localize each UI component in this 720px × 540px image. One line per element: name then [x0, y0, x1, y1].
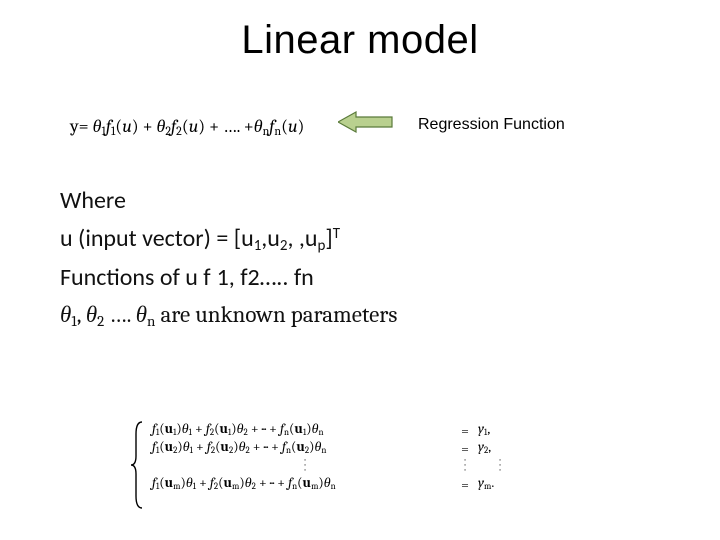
func-prefix: Functions of u f — [60, 263, 211, 292]
f2-sub: 2 — [176, 124, 182, 138]
body-text: Where u (input vector) = [u1,u2, ,up]T F… — [60, 182, 397, 334]
tail1: , — [487, 420, 490, 437]
tail2: , — [488, 438, 491, 455]
eqm: = — [452, 476, 478, 494]
regression-function-label: Regression Function — [418, 116, 565, 134]
sf1: 1 — [156, 428, 159, 438]
theta-line: θ1, θ2 …. θn are unknown parameters — [60, 297, 397, 334]
fn-sub: n — [274, 124, 281, 138]
d1: + ··· + — [248, 420, 280, 437]
left-brace-icon — [130, 420, 146, 510]
vdots-icon: ··· — [302, 457, 308, 472]
main-equation: y= θ1f1(u) + θ2f2(u) + …. +θnfn(u) — [70, 116, 304, 138]
su1c: 1 — [303, 428, 306, 438]
sf1b: 1 — [156, 446, 159, 456]
system-row-2: f1(u2)θ1 + f2(u2)θ2 + ··· + fn(u2)θn = y… — [152, 440, 522, 458]
eq-ellipsis: …. — [219, 116, 240, 137]
sumc: m — [311, 482, 318, 492]
u-prefix: u (input vector) = [u — [60, 224, 254, 253]
vdots-icon: ··· — [497, 457, 503, 472]
slide-title: Linear model — [0, 18, 720, 63]
sfnb: n — [286, 446, 291, 456]
mid-sep: , , — [288, 224, 305, 253]
fjoin: , f — [229, 263, 248, 292]
sf2c: 2 — [214, 482, 218, 492]
func-ellipsis: ….. f — [260, 263, 301, 292]
theta-ell: …. — [104, 301, 135, 328]
u-sup: T — [333, 225, 340, 243]
sthna: n — [318, 428, 323, 438]
u-close: ] — [325, 224, 332, 253]
p2: + — [193, 438, 207, 455]
arrow-left-icon — [338, 110, 394, 134]
sf2a: 2 — [210, 428, 214, 438]
theta-tail: are unknown parameters — [155, 301, 397, 328]
eq1: = — [452, 422, 478, 440]
u2-sub: 2 — [280, 237, 288, 255]
system-row-m: f1(um)θ1 + f2(um)θ2 + ··· + fn(um)θn = y… — [152, 476, 522, 494]
sthnc: n — [331, 482, 336, 492]
u-vector-line: u (input vector) = [u1,u2, ,up]T — [60, 220, 397, 258]
comma1: , — [261, 224, 267, 253]
vdots-icon: ··· — [462, 457, 468, 472]
sfnc: n — [292, 482, 297, 492]
eq-prefix: y= — [70, 116, 93, 137]
d3: + ··· + — [256, 474, 288, 491]
sthnb: n — [321, 446, 326, 456]
su1b: 1 — [228, 428, 231, 438]
su2b: 2 — [229, 446, 233, 456]
suma: m — [173, 482, 180, 492]
system-rows: f1(u1)θ1 + f2(u1)θ2 + ··· + fn(u1)θn = y… — [152, 422, 522, 494]
t1: 1 — [71, 312, 76, 330]
su2a: 2 — [173, 446, 177, 456]
where-line: Where — [60, 182, 397, 220]
d2: + ··· + — [250, 438, 282, 455]
tailm: . — [491, 474, 494, 491]
p1: + — [192, 420, 206, 437]
su1a: 1 — [173, 428, 176, 438]
functions-line: Functions of u f 1, f2….. fn — [60, 259, 397, 297]
slide: Linear model y= θ1f1(u) + θ2f2(u) + …. +… — [0, 0, 720, 540]
sumb: m — [232, 482, 239, 492]
sf1c: 1 — [156, 482, 159, 492]
p3: + — [196, 474, 210, 491]
sfna: n — [284, 428, 289, 438]
f1-sub: 1 — [111, 124, 115, 138]
sf2b: 2 — [211, 446, 215, 456]
